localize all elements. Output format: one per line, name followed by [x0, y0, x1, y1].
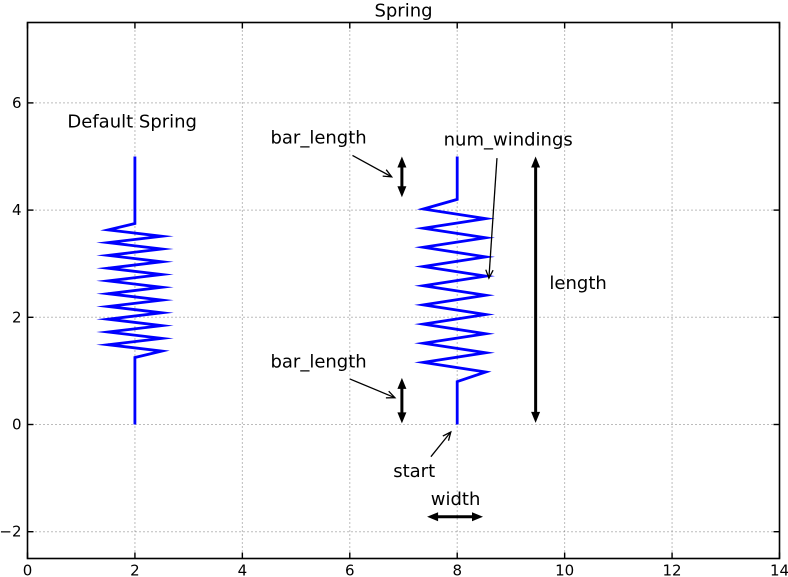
x-tick-label-4: 4 — [238, 562, 248, 577]
bar-length-top-label: bar_length — [270, 128, 366, 149]
start-label: start — [393, 461, 435, 482]
plot-title: Spring — [374, 1, 432, 22]
bar-length-bottom-dim-head-start — [397, 377, 407, 389]
length-label: length — [549, 273, 606, 294]
bar-length-top-dim-head-end — [397, 186, 407, 198]
width-dim-head-end — [472, 512, 483, 522]
default-spring-path — [96, 156, 174, 425]
bar-length-top-arrow — [352, 154, 392, 178]
num-windings-arrow-head — [485, 269, 494, 280]
y-tick-label-4: 4 — [12, 201, 22, 219]
x-tick-label-0: 0 — [23, 562, 33, 577]
bar-length-top-dim-head-start — [397, 156, 407, 168]
width-dim-head-start — [427, 512, 439, 522]
default-spring-label: Default Spring — [67, 112, 197, 133]
start-arrow — [430, 431, 452, 458]
num-windings-arrow — [488, 158, 498, 279]
x-tick-label-6: 6 — [345, 562, 355, 577]
num-windings-label: num_windings — [444, 129, 573, 150]
bar-length-bottom-label: bar_length — [270, 351, 366, 372]
annotated-spring-path — [414, 156, 495, 425]
y-tick-label-0: 0 — [12, 416, 22, 434]
start-arrow-head — [442, 430, 452, 441]
bar-length-bottom-arrow — [349, 378, 396, 399]
x-tick-label-8: 8 — [452, 562, 462, 577]
x-tick-label-14: 14 — [770, 562, 788, 577]
x-tick-label-10: 10 — [555, 562, 574, 577]
length-dim-head-end — [531, 411, 541, 423]
y-tick-label-2: 2 — [12, 308, 22, 326]
length-dim-head-start — [531, 156, 541, 168]
y-tick-label--2: −2 — [0, 523, 22, 541]
y-tick-label-6: 6 — [12, 94, 22, 112]
bar-length-bottom-arrow-head — [385, 390, 397, 399]
axes-border — [26, 21, 781, 560]
bar-length-top-arrow-head — [382, 169, 394, 178]
x-tick-label-2: 2 — [130, 562, 140, 577]
width-label: width — [431, 489, 481, 510]
x-tick-label-12: 12 — [663, 562, 682, 577]
bar-length-bottom-dim-head-end — [397, 412, 407, 424]
